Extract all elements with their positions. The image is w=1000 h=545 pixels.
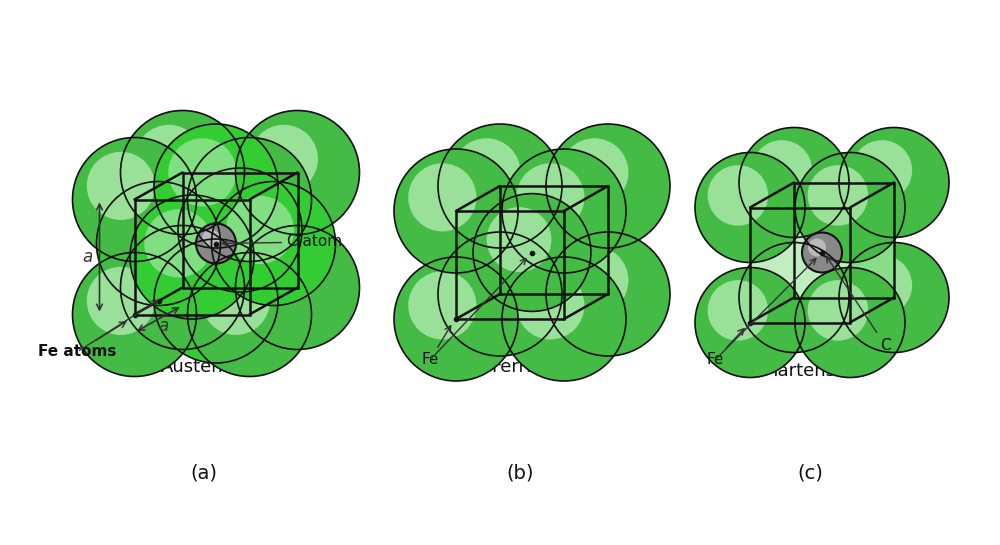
Circle shape xyxy=(546,232,670,356)
Circle shape xyxy=(452,246,520,314)
Polygon shape xyxy=(134,173,182,314)
Text: Ferrite: Ferrite xyxy=(491,358,549,376)
Circle shape xyxy=(135,240,203,308)
Circle shape xyxy=(226,196,294,264)
Circle shape xyxy=(839,128,949,238)
Polygon shape xyxy=(456,294,608,319)
Text: (a): (a) xyxy=(190,463,218,482)
Circle shape xyxy=(708,165,768,226)
Circle shape xyxy=(87,152,155,220)
Circle shape xyxy=(120,111,244,234)
Circle shape xyxy=(188,137,312,262)
Circle shape xyxy=(502,257,626,381)
Polygon shape xyxy=(182,173,298,288)
Circle shape xyxy=(795,153,905,263)
Circle shape xyxy=(168,138,236,207)
Polygon shape xyxy=(134,288,298,314)
Circle shape xyxy=(87,267,155,335)
Circle shape xyxy=(168,253,236,322)
Circle shape xyxy=(502,149,626,273)
Circle shape xyxy=(72,252,196,377)
Polygon shape xyxy=(850,183,894,323)
Text: Fe: Fe xyxy=(706,329,744,367)
Circle shape xyxy=(708,280,768,341)
Circle shape xyxy=(752,140,812,201)
Circle shape xyxy=(394,257,518,381)
Circle shape xyxy=(695,153,805,263)
Circle shape xyxy=(196,223,236,263)
Circle shape xyxy=(130,195,254,319)
Text: C atom: C atom xyxy=(222,234,342,250)
Circle shape xyxy=(839,243,949,353)
Circle shape xyxy=(250,125,318,193)
Polygon shape xyxy=(500,186,608,294)
Circle shape xyxy=(808,165,868,226)
Circle shape xyxy=(808,280,868,341)
Circle shape xyxy=(560,138,628,207)
Text: Martensite: Martensite xyxy=(762,361,858,379)
Circle shape xyxy=(154,124,278,248)
Circle shape xyxy=(516,164,584,232)
Text: C: C xyxy=(826,256,890,353)
Circle shape xyxy=(394,149,518,273)
Circle shape xyxy=(739,243,849,353)
Polygon shape xyxy=(564,186,608,319)
Polygon shape xyxy=(456,211,564,319)
Circle shape xyxy=(96,181,220,306)
Circle shape xyxy=(188,252,312,377)
Circle shape xyxy=(178,168,302,292)
Circle shape xyxy=(560,246,628,314)
Circle shape xyxy=(516,271,584,340)
Circle shape xyxy=(408,271,476,340)
Polygon shape xyxy=(134,173,298,199)
Circle shape xyxy=(452,138,520,207)
Text: a: a xyxy=(158,317,169,335)
Circle shape xyxy=(795,268,905,378)
Circle shape xyxy=(546,124,670,248)
Text: a: a xyxy=(82,248,93,266)
Circle shape xyxy=(752,255,812,316)
Circle shape xyxy=(72,137,196,262)
Polygon shape xyxy=(134,199,250,314)
Polygon shape xyxy=(750,208,850,323)
Circle shape xyxy=(250,240,318,308)
Circle shape xyxy=(438,124,562,248)
Circle shape xyxy=(852,140,912,201)
Polygon shape xyxy=(794,183,894,298)
Polygon shape xyxy=(456,186,500,319)
Circle shape xyxy=(695,268,805,378)
Circle shape xyxy=(852,255,912,316)
Circle shape xyxy=(473,193,591,311)
Circle shape xyxy=(120,226,244,349)
Circle shape xyxy=(739,128,849,238)
Text: Fe: Fe xyxy=(421,326,451,367)
Circle shape xyxy=(144,209,212,277)
Circle shape xyxy=(802,233,842,272)
Text: Austenite: Austenite xyxy=(161,358,247,376)
Circle shape xyxy=(487,207,551,272)
Circle shape xyxy=(154,239,278,363)
Circle shape xyxy=(111,196,179,264)
Circle shape xyxy=(192,182,260,251)
Circle shape xyxy=(135,125,203,193)
Circle shape xyxy=(408,164,476,232)
Polygon shape xyxy=(250,173,298,314)
Text: (c): (c) xyxy=(797,463,823,482)
Polygon shape xyxy=(750,298,894,323)
Circle shape xyxy=(202,152,270,220)
Circle shape xyxy=(212,181,336,306)
Circle shape xyxy=(202,229,220,247)
Circle shape xyxy=(236,226,360,349)
Text: (b): (b) xyxy=(506,463,534,482)
Circle shape xyxy=(236,111,360,234)
Circle shape xyxy=(438,232,562,356)
Circle shape xyxy=(808,239,826,257)
Polygon shape xyxy=(750,183,894,208)
Polygon shape xyxy=(456,186,608,211)
Text: Fe atoms: Fe atoms xyxy=(38,322,126,360)
Circle shape xyxy=(202,267,270,335)
Polygon shape xyxy=(750,183,794,323)
